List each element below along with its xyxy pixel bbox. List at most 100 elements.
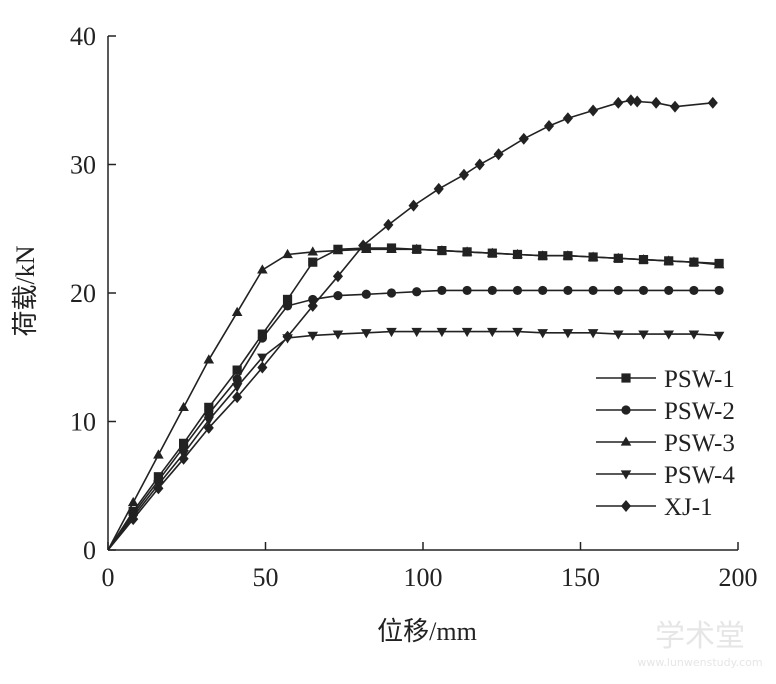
triangle-up-marker bbox=[663, 255, 674, 265]
circle-marker bbox=[308, 294, 318, 305]
diamond-marker bbox=[282, 330, 293, 343]
circle-marker bbox=[232, 374, 242, 384]
x-tick-label: 100 bbox=[404, 563, 443, 592]
triangle-up-marker bbox=[512, 248, 523, 259]
triangle-up-marker bbox=[411, 243, 422, 253]
diamond-marker bbox=[613, 96, 624, 109]
diamond-marker bbox=[620, 500, 632, 512]
diamond-marker bbox=[518, 132, 529, 145]
y-tick-label: 10 bbox=[70, 408, 96, 437]
diamond-marker bbox=[669, 100, 681, 113]
y-axis-title: 荷载/kN bbox=[11, 245, 40, 336]
diamond-marker bbox=[493, 148, 504, 161]
triangle-up-marker bbox=[231, 306, 243, 316]
circle-marker bbox=[689, 285, 699, 296]
x-axis-title: 位移/mm bbox=[377, 617, 477, 646]
axes: 0 10 20 30 40 0 50 100 150 200 bbox=[70, 22, 758, 592]
triangle-down-marker bbox=[411, 327, 422, 338]
diamond-marker bbox=[458, 168, 470, 181]
diamond-marker bbox=[128, 513, 139, 526]
diamond-marker bbox=[232, 391, 243, 404]
watermark: 学术堂 www.lunwenstudy.com bbox=[637, 619, 762, 669]
circle-marker bbox=[257, 333, 267, 343]
triangle-up-marker bbox=[436, 245, 448, 255]
series-layer bbox=[107, 94, 725, 551]
triangle-up-marker bbox=[307, 246, 319, 256]
triangle-down-marker bbox=[512, 327, 523, 338]
diamond-marker bbox=[651, 96, 662, 109]
diamond-marker bbox=[257, 361, 268, 374]
legend: PSW-1 PSW-2 PSW-3 PSW-4 XJ-1 bbox=[590, 362, 762, 524]
triangle-up-marker bbox=[638, 254, 649, 264]
triangle-down-marker bbox=[307, 331, 319, 341]
diamond-marker bbox=[433, 182, 444, 195]
circle-marker bbox=[412, 287, 422, 297]
circle-marker bbox=[563, 285, 573, 296]
circle-marker bbox=[487, 285, 497, 296]
triangle-down-marker bbox=[713, 331, 725, 341]
triangle-down-marker bbox=[332, 330, 344, 340]
legend-item-xj-1: XJ-1 bbox=[596, 494, 713, 521]
triangle-up-marker bbox=[613, 252, 624, 262]
legend-item-psw-1: PSW-1 bbox=[596, 366, 735, 393]
circle-marker bbox=[621, 405, 631, 415]
legend-item-psw-2: PSW-2 bbox=[596, 398, 735, 425]
diamond-marker bbox=[332, 270, 344, 283]
diamond-marker bbox=[203, 421, 214, 434]
diamond-marker bbox=[632, 95, 643, 108]
triangle-down-marker bbox=[361, 329, 372, 339]
triangle-down-marker bbox=[688, 330, 700, 340]
circle-marker bbox=[333, 290, 343, 301]
diamond-marker bbox=[474, 158, 485, 171]
legend-item-psw-3: PSW-3 bbox=[596, 430, 735, 457]
diamond-marker bbox=[153, 482, 164, 495]
square-marker bbox=[621, 373, 631, 383]
triangle-down-marker bbox=[461, 327, 473, 338]
triangle-down-marker bbox=[487, 327, 498, 338]
circle-marker bbox=[588, 285, 598, 296]
legend-label: PSW-4 bbox=[664, 462, 735, 489]
triangle-down-marker bbox=[386, 327, 397, 338]
triangle-up-marker bbox=[178, 401, 189, 412]
triangle-up-marker bbox=[153, 449, 164, 459]
circle-marker bbox=[386, 288, 397, 298]
triangle-down-marker bbox=[257, 353, 268, 363]
diamond-marker bbox=[588, 104, 599, 117]
triangle-down-marker bbox=[620, 470, 632, 480]
legend-label: PSW-1 bbox=[664, 366, 735, 393]
circle-marker bbox=[664, 285, 674, 296]
y-tick-label: 20 bbox=[70, 279, 96, 308]
triangle-up-marker bbox=[688, 256, 700, 266]
circle-marker bbox=[462, 285, 472, 296]
triangle-up-marker bbox=[587, 251, 599, 261]
legend-item-psw-4: PSW-4 bbox=[596, 462, 735, 489]
diamond-marker bbox=[408, 199, 419, 212]
triangle-up-marker bbox=[203, 354, 215, 364]
watermark-subtext: www.lunwenstudy.com bbox=[637, 656, 762, 669]
diamond-marker bbox=[562, 112, 573, 125]
circle-marker bbox=[638, 285, 649, 296]
diamond-marker bbox=[358, 239, 369, 252]
y-tick-label: 30 bbox=[70, 151, 96, 180]
y-tick-label: 40 bbox=[70, 22, 96, 51]
triangle-up-marker bbox=[332, 245, 344, 255]
series-xj-1 bbox=[107, 94, 718, 551]
triangle-down-marker bbox=[562, 329, 574, 339]
triangle-up-marker bbox=[257, 264, 268, 274]
square-marker bbox=[204, 402, 214, 412]
series-psw-4 bbox=[107, 327, 725, 551]
triangle-up-marker bbox=[127, 496, 139, 507]
x-tick-label: 150 bbox=[561, 563, 600, 592]
triangle-up-marker bbox=[461, 246, 473, 256]
diamond-marker bbox=[383, 218, 394, 231]
triangle-up-marker bbox=[487, 247, 498, 257]
triangle-down-marker bbox=[436, 327, 448, 338]
circle-marker bbox=[512, 285, 523, 296]
triangle-up-marker bbox=[282, 248, 293, 259]
square-marker bbox=[308, 257, 318, 267]
legend-box bbox=[590, 362, 762, 524]
circle-marker bbox=[613, 285, 623, 296]
watermark-text: 学术堂 bbox=[655, 619, 745, 654]
triangle-down-marker bbox=[537, 329, 548, 339]
